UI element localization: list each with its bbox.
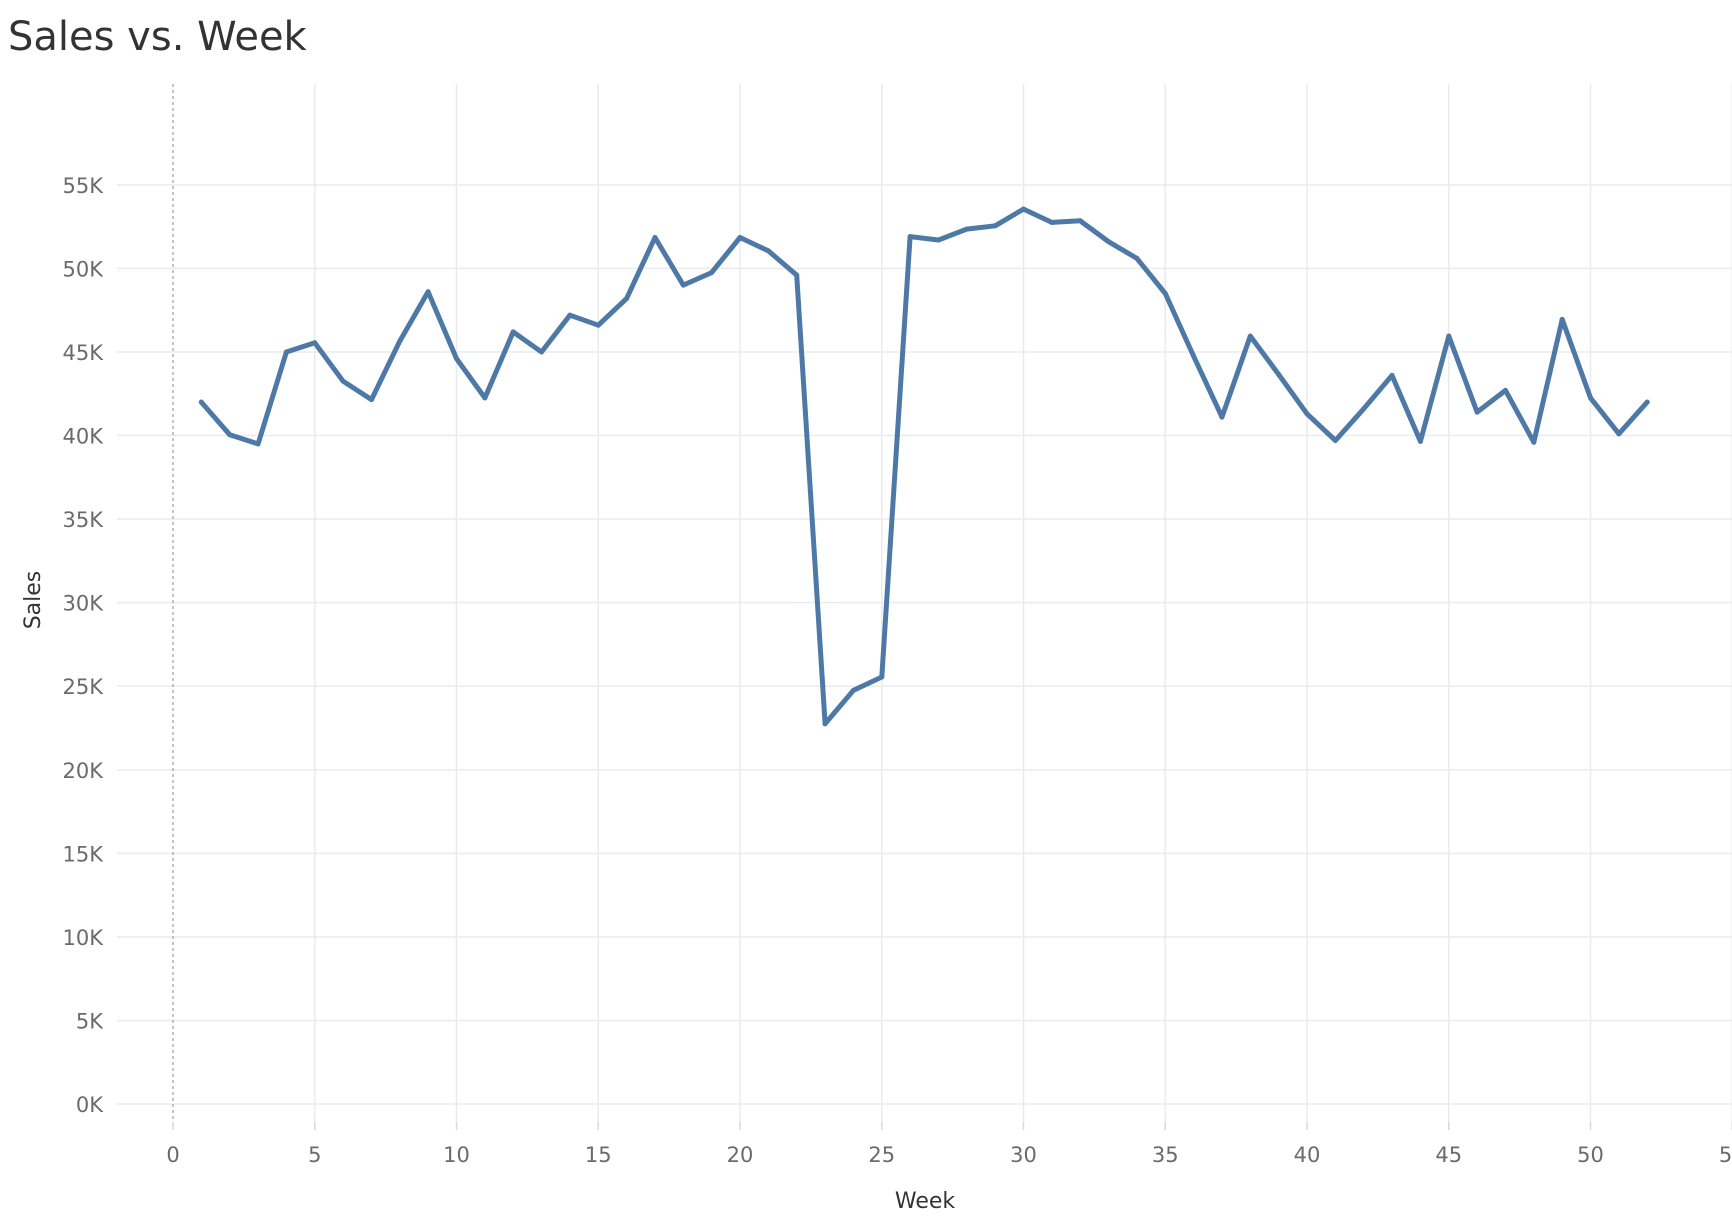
data-point[interactable] bbox=[1162, 290, 1168, 296]
y-tick-label: 5K bbox=[76, 1009, 104, 1033]
data-point[interactable] bbox=[624, 295, 630, 301]
y-tick-label: 40K bbox=[63, 425, 105, 449]
data-point[interactable] bbox=[1361, 406, 1367, 412]
y-tick-label: 50K bbox=[63, 257, 105, 281]
data-point[interactable] bbox=[992, 223, 998, 229]
x-tick-label: 5 bbox=[308, 1143, 321, 1167]
data-point[interactable] bbox=[1588, 395, 1593, 401]
data-point[interactable] bbox=[1644, 399, 1650, 405]
x-tick-label: 25 bbox=[868, 1143, 895, 1167]
data-point[interactable] bbox=[567, 312, 573, 318]
data-point[interactable] bbox=[1502, 387, 1508, 393]
x-tick-label: 15 bbox=[585, 1143, 612, 1167]
data-point[interactable] bbox=[680, 282, 686, 288]
data-point[interactable] bbox=[964, 226, 970, 232]
x-tick-label: 40 bbox=[1294, 1143, 1321, 1167]
data-point[interactable] bbox=[1417, 438, 1423, 444]
data-point[interactable] bbox=[283, 349, 289, 355]
data-point[interactable] bbox=[907, 234, 913, 240]
data-point[interactable] bbox=[1531, 439, 1537, 445]
x-axis-ticks: 0 5 10 15 20 25 30 35 40 45 50 55 bbox=[166, 1122, 1732, 1167]
x-tick-label: 35 bbox=[1152, 1143, 1179, 1167]
chart-title: Sales vs. Week bbox=[8, 14, 307, 60]
data-point[interactable] bbox=[1616, 431, 1622, 437]
data-point[interactable] bbox=[1219, 414, 1225, 420]
data-point[interactable] bbox=[1276, 372, 1282, 378]
data-point[interactable] bbox=[1191, 353, 1197, 359]
y-tick-label: 30K bbox=[63, 592, 105, 616]
data-point[interactable] bbox=[255, 441, 261, 447]
data-point[interactable] bbox=[822, 721, 828, 727]
y-tick-label: 45K bbox=[63, 341, 105, 365]
y-axis-ticks: 0K 5K 10K 15K 20K 25K 30K 35K 40K 45K 50K 55K bbox=[63, 174, 105, 1117]
data-point[interactable] bbox=[765, 248, 771, 254]
y-tick-label: 10K bbox=[63, 926, 105, 950]
data-point[interactable] bbox=[482, 395, 488, 401]
point-layer bbox=[198, 206, 1650, 727]
data-point[interactable] bbox=[539, 349, 545, 355]
data-point[interactable] bbox=[1446, 333, 1452, 339]
x-axis-title: Week bbox=[895, 1189, 956, 1214]
x-tick-label: 0 bbox=[166, 1143, 179, 1167]
data-point[interactable] bbox=[397, 338, 403, 344]
x-tick-label: 50 bbox=[1577, 1143, 1604, 1167]
data-point[interactable] bbox=[312, 340, 318, 346]
x-tick-label: 45 bbox=[1435, 1143, 1462, 1167]
data-point[interactable] bbox=[454, 356, 459, 362]
y-axis-title: Sales bbox=[21, 571, 46, 630]
y-tick-label: 25K bbox=[63, 675, 105, 699]
data-point[interactable] bbox=[1559, 316, 1565, 322]
data-point[interactable] bbox=[850, 687, 856, 693]
y-tick-label: 0K bbox=[76, 1093, 104, 1117]
data-point[interactable] bbox=[1049, 219, 1055, 225]
series-layer bbox=[198, 206, 1650, 727]
x-tick-label: 20 bbox=[727, 1143, 754, 1167]
data-point[interactable] bbox=[340, 378, 346, 384]
y-tick-label: 35K bbox=[63, 508, 105, 532]
data-point[interactable] bbox=[737, 234, 743, 240]
data-point[interactable] bbox=[879, 674, 885, 680]
series-line-sales bbox=[198, 206, 1650, 727]
x-tick-label: 55 bbox=[1719, 1143, 1732, 1167]
data-point[interactable] bbox=[595, 322, 601, 328]
y-tick-label: 55K bbox=[63, 174, 105, 198]
data-point[interactable] bbox=[1077, 218, 1083, 224]
data-point[interactable] bbox=[1247, 333, 1253, 339]
y-tick-label: 15K bbox=[63, 842, 105, 866]
data-point[interactable] bbox=[510, 329, 516, 335]
data-point[interactable] bbox=[1474, 409, 1480, 415]
data-point[interactable] bbox=[1134, 255, 1140, 261]
data-point[interactable] bbox=[425, 289, 431, 295]
data-point[interactable] bbox=[794, 272, 800, 278]
data-point[interactable] bbox=[1389, 372, 1395, 378]
data-point[interactable] bbox=[1106, 239, 1112, 245]
x-tick-label: 10 bbox=[443, 1143, 470, 1167]
data-point[interactable] bbox=[709, 270, 715, 276]
y-tick-label: 20K bbox=[63, 759, 105, 783]
grid-layer bbox=[117, 84, 1732, 1122]
data-point[interactable] bbox=[1332, 438, 1338, 444]
x-tick-label: 30 bbox=[1010, 1143, 1037, 1167]
data-point[interactable] bbox=[1021, 206, 1026, 212]
data-point[interactable] bbox=[652, 234, 658, 240]
data-point[interactable] bbox=[935, 237, 941, 243]
data-point[interactable] bbox=[1304, 411, 1310, 417]
data-point[interactable] bbox=[198, 399, 204, 405]
data-point[interactable] bbox=[368, 397, 374, 403]
data-point[interactable] bbox=[227, 432, 233, 438]
